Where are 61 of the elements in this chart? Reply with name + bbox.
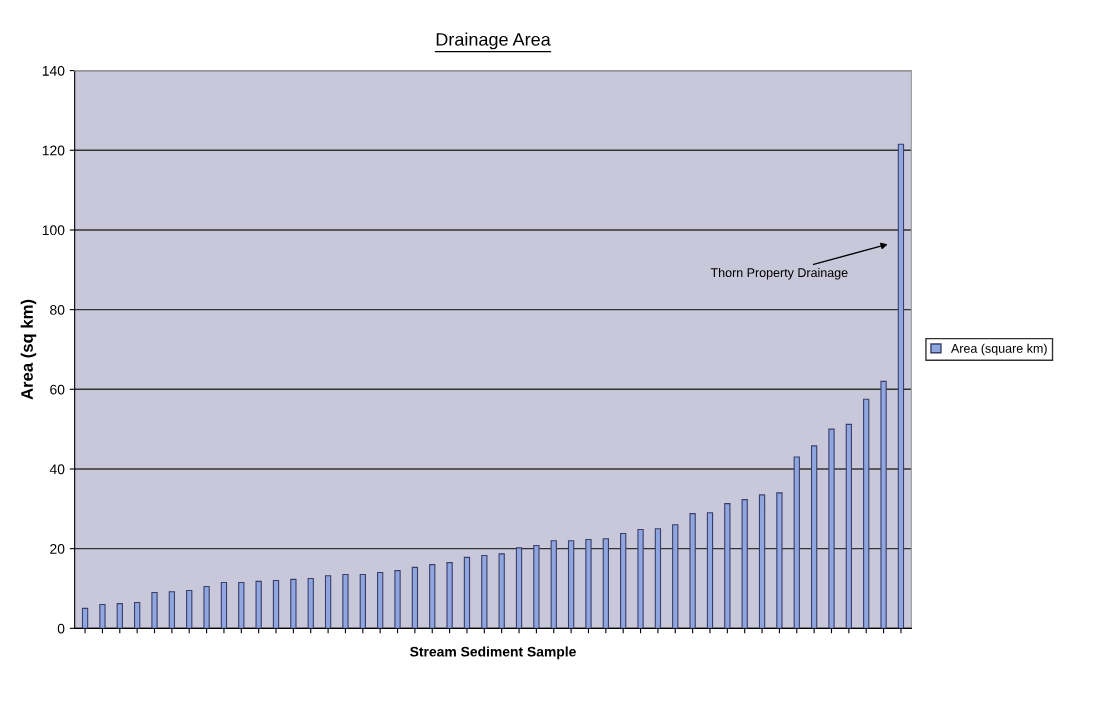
bar (706, 512, 714, 629)
bar (99, 603, 106, 629)
bar (585, 538, 592, 629)
bar (897, 143, 905, 629)
bar (880, 380, 887, 629)
bar (533, 544, 540, 629)
y-tick-label: 0 (57, 623, 65, 634)
bar (81, 607, 89, 629)
bar (446, 562, 453, 629)
y-tick-label: 100 (42, 225, 65, 236)
bar (186, 589, 193, 629)
bar (238, 581, 245, 629)
bar (689, 513, 696, 629)
bar (324, 575, 332, 629)
x-axis-title: Stream Sediment Sample (410, 646, 576, 660)
bar (151, 591, 158, 629)
bar (828, 428, 835, 629)
bar (116, 603, 123, 629)
bar (550, 540, 557, 629)
bar (133, 601, 141, 629)
bar (620, 532, 627, 629)
y-tick-label: 140 (42, 65, 65, 76)
bar (515, 547, 523, 629)
bar (567, 540, 575, 629)
bar (654, 528, 662, 629)
bar (602, 538, 609, 629)
bar (776, 492, 783, 629)
bar (307, 577, 314, 629)
bar (203, 585, 210, 629)
y-axis-title: Area (sq km) (20, 299, 37, 400)
bar (290, 578, 297, 629)
chart-title: Drainage Area (436, 32, 551, 50)
bar (411, 566, 419, 629)
bar (220, 581, 228, 629)
bar (845, 423, 853, 629)
bar (810, 445, 818, 629)
bar (741, 499, 748, 629)
annotation: Thorn Property Drainage (710, 267, 848, 280)
bar (672, 524, 679, 629)
bar (272, 579, 280, 629)
bar (255, 580, 262, 629)
bar (342, 574, 349, 629)
y-tick-label: 40 (49, 464, 65, 475)
y-tick-label: 60 (50, 384, 65, 395)
y-tick-label: 20 (50, 544, 65, 554)
bar (481, 554, 488, 629)
bar (463, 556, 471, 629)
bar (637, 528, 644, 629)
bar (758, 494, 766, 629)
bar (394, 570, 401, 629)
bar (793, 456, 800, 629)
bar (498, 553, 505, 629)
y-tick-label: 80 (50, 304, 65, 315)
bar (724, 503, 731, 629)
bar (429, 564, 436, 629)
bar (359, 574, 366, 629)
bar (863, 398, 870, 629)
y-tick-label: 120 (42, 145, 65, 156)
legend-label: Area (square km) (950, 343, 1047, 356)
bar (377, 572, 384, 629)
bar (168, 591, 176, 629)
